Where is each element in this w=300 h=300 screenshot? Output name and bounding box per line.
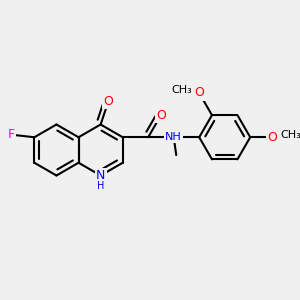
Text: N: N (96, 169, 105, 182)
Text: F: F (8, 128, 15, 141)
Text: O: O (103, 95, 113, 108)
Text: NH: NH (165, 132, 182, 142)
Text: O: O (194, 86, 204, 100)
Text: O: O (268, 131, 277, 144)
Text: CH₃: CH₃ (280, 130, 300, 140)
Text: H: H (97, 181, 104, 191)
Text: CH₃: CH₃ (171, 85, 192, 95)
Text: O: O (156, 109, 166, 122)
